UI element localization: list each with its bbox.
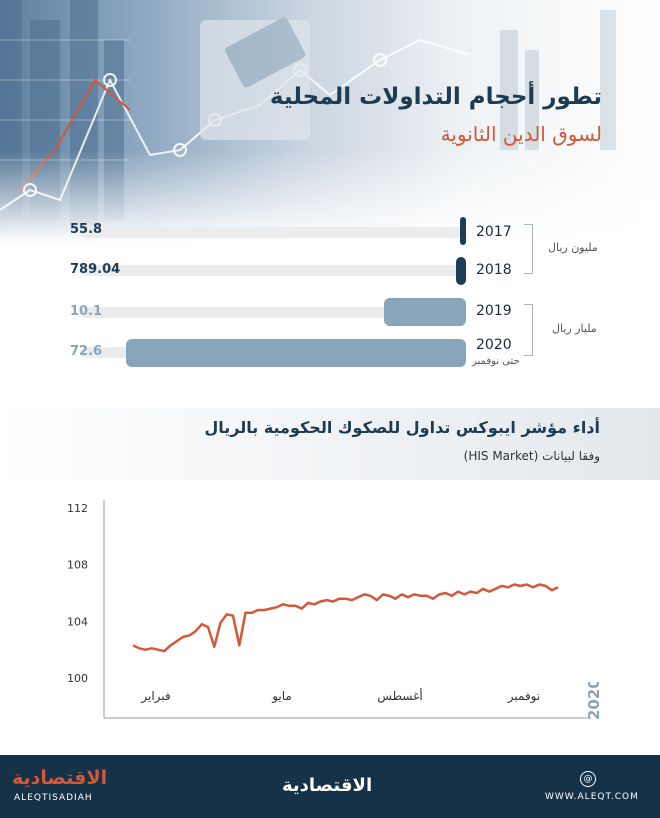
y-tick-label: 100 — [67, 672, 88, 685]
bar-track-2019 — [80, 307, 466, 318]
bar-track-2017 — [80, 227, 466, 238]
y-tick-label: 112 — [67, 502, 88, 515]
bar-2017 — [460, 217, 466, 245]
brace-million — [524, 224, 533, 274]
x-tick-label: نوفمبر — [507, 689, 540, 704]
bar-track-2018 — [80, 265, 466, 276]
value-2019: 10.1 — [70, 304, 103, 319]
year-2018: 2018 — [476, 262, 512, 278]
footer: الاقتصادية ALEQTISADIAH الاقتصادية @ WWW… — [0, 755, 660, 818]
footer-logo-ar: الاقتصادية — [12, 767, 108, 789]
x-tick-label: فبراير — [140, 689, 170, 704]
y-tick-label: 108 — [67, 559, 88, 572]
line-header-band — [0, 408, 660, 480]
bar-2018 — [456, 257, 466, 285]
hero-illustration — [0, 0, 616, 230]
y-tick-label: 104 — [67, 615, 88, 628]
globe-icon: @ — [580, 771, 596, 787]
unit-billion: مليار ريال — [552, 322, 597, 335]
year-2019: 2019 — [476, 303, 512, 319]
bar-2019 — [384, 298, 466, 326]
year-2017: 2017 — [476, 224, 512, 240]
bar-2020 — [126, 339, 466, 367]
value-2017: 55.8 — [70, 222, 103, 237]
line-chart: 100 104 108 112 فبراير مايو أغسطس نوفمبر — [67, 500, 590, 719]
value-2018: 789.04 — [70, 262, 121, 277]
value-2020: 72.6 — [70, 344, 103, 359]
hero-image — [0, 0, 660, 250]
x-tick-label: مايو — [271, 689, 292, 704]
series-line — [132, 583, 559, 653]
footer-logo-en: ALEQTISADIAH — [14, 793, 93, 803]
year-vertical: 2020 — [585, 682, 603, 720]
line-chart-source: وفقا لبيانات (HIS Market) — [463, 449, 600, 463]
footer-url[interactable]: WWW.ALEQT.COM — [545, 792, 639, 802]
page-title: تطور أحجام التداولات المحلية — [269, 84, 602, 110]
line-chart-title: أداء مؤشر ايبوكس تداول للصكوك الحكومية ب… — [204, 418, 600, 437]
year-2020: 2020 — [476, 337, 512, 353]
footer-center-logo: الاقتصادية — [282, 775, 373, 796]
page-subtitle: لسوق الدين الثانوية — [440, 122, 602, 146]
year-2020-note: حتى نوفمبر — [472, 356, 520, 367]
unit-million: مليون ريال — [548, 241, 598, 254]
x-tick-label: أغسطس — [377, 688, 422, 704]
brace-billion — [524, 304, 533, 356]
year-vertical-text: 2020 — [585, 682, 603, 720]
